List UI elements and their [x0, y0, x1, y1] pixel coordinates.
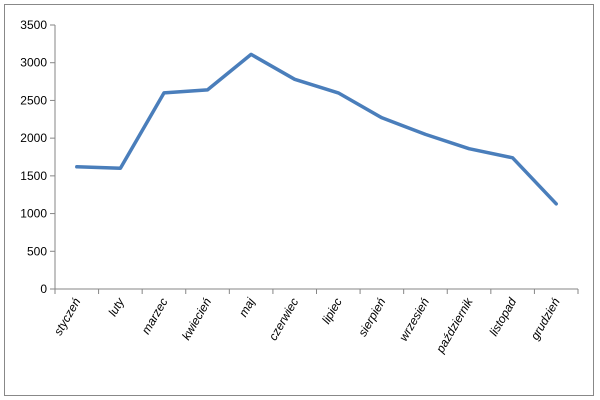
y-tick-label: 0	[40, 282, 47, 296]
x-tick-label: lipiec	[319, 296, 345, 327]
y-tick-label: 2000	[20, 131, 47, 145]
y-tick-label: 3000	[20, 56, 47, 70]
x-axis-ticks: styczeń luty marzec kwiecień maj czerwiec lipi…	[51, 289, 579, 356]
series-line	[75, 52, 558, 206]
y-tick-label: 2500	[20, 93, 47, 107]
y-tick-label: 1500	[20, 169, 47, 183]
x-tick-label: czerwiec	[266, 296, 301, 343]
y-tick-label: 1000	[20, 207, 47, 221]
y-tick-label: 500	[27, 244, 47, 258]
x-tick-label: sierpień	[355, 295, 388, 339]
x-tick-label: grudzień	[528, 295, 563, 342]
x-tick-label: marzec	[139, 296, 171, 337]
y-axis-ticks: 0 500 1000 1500 2000 2500 3000 3500	[20, 18, 55, 296]
x-tick-label: październik	[433, 295, 476, 356]
x-tick-label: kwiecień	[179, 295, 214, 342]
x-tick-label: luty	[106, 295, 128, 319]
x-tick-label: maj	[236, 295, 258, 319]
y-tick-label: 3500	[20, 18, 47, 32]
x-tick-label: wrzesień	[396, 295, 432, 343]
x-tick-label: listopad	[486, 295, 519, 338]
chart-frame	[4, 4, 594, 396]
series-group	[75, 52, 558, 206]
x-tick-label: styczeń	[51, 295, 84, 338]
axes	[54, 25, 578, 290]
